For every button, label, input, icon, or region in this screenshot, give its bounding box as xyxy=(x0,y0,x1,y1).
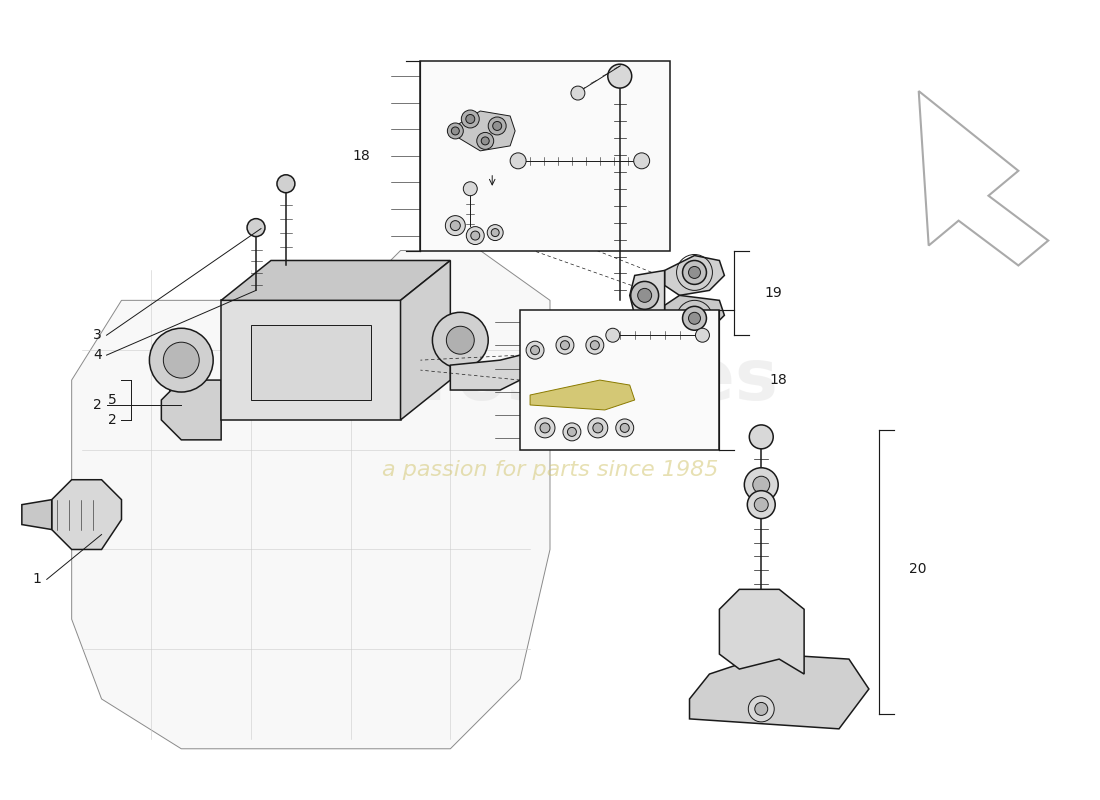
Text: 20: 20 xyxy=(909,562,926,577)
Text: eurospares: eurospares xyxy=(321,346,779,414)
Text: 18: 18 xyxy=(769,373,786,387)
Circle shape xyxy=(163,342,199,378)
Circle shape xyxy=(556,336,574,354)
Circle shape xyxy=(446,216,465,235)
Circle shape xyxy=(493,122,502,130)
Polygon shape xyxy=(52,480,121,550)
Circle shape xyxy=(540,423,550,433)
Circle shape xyxy=(587,418,608,438)
Circle shape xyxy=(638,288,651,302)
Circle shape xyxy=(747,490,776,518)
Circle shape xyxy=(606,328,619,342)
Polygon shape xyxy=(690,654,869,729)
Circle shape xyxy=(510,153,526,169)
Circle shape xyxy=(535,418,556,438)
Circle shape xyxy=(561,341,570,350)
Circle shape xyxy=(749,425,773,449)
Bar xyxy=(169,355,199,410)
Polygon shape xyxy=(72,250,550,749)
Circle shape xyxy=(487,225,503,241)
Polygon shape xyxy=(22,500,52,530)
Bar xyxy=(520,310,719,450)
Circle shape xyxy=(150,328,213,392)
Circle shape xyxy=(608,64,631,88)
Polygon shape xyxy=(629,270,664,326)
Circle shape xyxy=(476,133,494,150)
Text: a passion for parts since 1985: a passion for parts since 1985 xyxy=(382,460,718,480)
Circle shape xyxy=(492,229,499,237)
Circle shape xyxy=(593,423,603,433)
Circle shape xyxy=(277,174,295,193)
Text: 1: 1 xyxy=(33,572,42,586)
Text: 2: 2 xyxy=(108,413,117,427)
Circle shape xyxy=(748,696,774,722)
Circle shape xyxy=(463,182,477,196)
Circle shape xyxy=(466,226,484,245)
Text: 18: 18 xyxy=(353,149,371,163)
Circle shape xyxy=(563,423,581,441)
Circle shape xyxy=(682,261,706,285)
Circle shape xyxy=(689,312,701,324)
Circle shape xyxy=(682,306,706,330)
Circle shape xyxy=(488,117,506,135)
Polygon shape xyxy=(664,255,725,295)
Text: 2: 2 xyxy=(92,398,101,412)
Circle shape xyxy=(465,114,475,123)
Circle shape xyxy=(448,123,463,139)
Polygon shape xyxy=(719,590,804,674)
Circle shape xyxy=(530,346,539,354)
Polygon shape xyxy=(400,261,450,420)
Circle shape xyxy=(695,328,710,342)
Text: 19: 19 xyxy=(764,286,782,300)
Circle shape xyxy=(526,342,544,359)
Circle shape xyxy=(447,326,474,354)
Text: 4: 4 xyxy=(92,348,101,362)
Circle shape xyxy=(461,110,480,128)
Polygon shape xyxy=(162,380,221,440)
Polygon shape xyxy=(530,380,635,410)
Text: 3: 3 xyxy=(92,328,101,342)
Circle shape xyxy=(450,221,460,230)
Circle shape xyxy=(591,341,600,350)
Circle shape xyxy=(620,423,629,432)
Circle shape xyxy=(481,137,490,145)
Circle shape xyxy=(745,468,778,502)
Polygon shape xyxy=(221,300,400,420)
Circle shape xyxy=(616,419,634,437)
Circle shape xyxy=(568,427,576,436)
Polygon shape xyxy=(450,350,540,390)
Circle shape xyxy=(755,702,768,715)
Circle shape xyxy=(630,282,659,310)
Polygon shape xyxy=(448,111,515,151)
Polygon shape xyxy=(251,326,371,400)
Circle shape xyxy=(471,231,480,240)
Circle shape xyxy=(248,218,265,237)
Circle shape xyxy=(634,153,650,169)
Circle shape xyxy=(586,336,604,354)
Circle shape xyxy=(451,127,460,135)
Circle shape xyxy=(752,476,770,493)
Circle shape xyxy=(571,86,585,100)
Circle shape xyxy=(689,266,701,278)
Polygon shape xyxy=(664,295,725,335)
Circle shape xyxy=(432,312,488,368)
Bar xyxy=(420,61,670,250)
Circle shape xyxy=(755,498,768,512)
Text: 5: 5 xyxy=(108,393,117,407)
Polygon shape xyxy=(221,261,450,300)
